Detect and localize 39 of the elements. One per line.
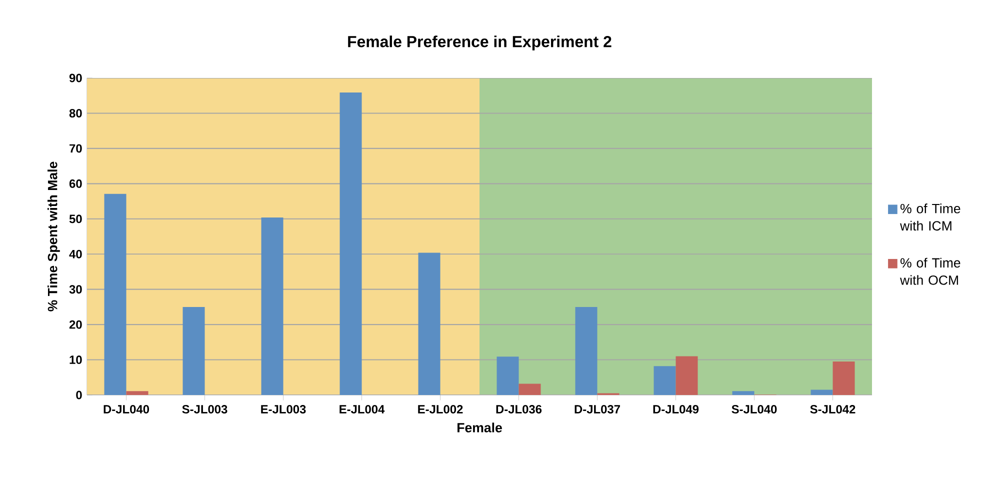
x-tick-label: S-JL003: [182, 405, 228, 414]
bar: [654, 366, 676, 395]
x-tick-label: S-JL042: [810, 405, 856, 414]
legend-label: % of Time with ICM: [900, 204, 960, 231]
y-tick-label: 70: [70, 144, 82, 153]
y-tick-label: 0: [76, 390, 82, 400]
bar: [340, 92, 362, 395]
bar: [126, 391, 148, 395]
bar: [104, 194, 126, 395]
bar: [676, 356, 698, 395]
y-tick-label: 10: [70, 356, 82, 364]
bar: [418, 252, 440, 395]
y-tick-label: 60: [69, 179, 82, 188]
chart-title: Female Preference in Experiment 2: [348, 36, 612, 50]
y-tick-label: 80: [69, 108, 82, 118]
x-tick-label: D-JL037: [574, 405, 620, 414]
bar: [261, 217, 284, 395]
x-tick-label: E-JL003: [261, 405, 306, 414]
bar: [732, 391, 754, 395]
bar: [518, 384, 541, 395]
x-tick-label: D-JL036: [496, 405, 542, 414]
bar: [496, 356, 519, 395]
y-tick-label: 40: [69, 250, 82, 258]
y-tick-label: 90: [69, 74, 82, 82]
bar: [575, 306, 598, 395]
x-tick-label: E-JL004: [340, 405, 385, 414]
bar: [182, 306, 205, 395]
y-tick-label: 50: [69, 214, 82, 224]
legend-label: % of Time with OCM: [900, 258, 960, 285]
bar: [810, 390, 833, 395]
y-axis-title: % Time Spent with Male: [48, 162, 60, 312]
x-tick-label: S-JL040: [732, 405, 777, 414]
x-axis-title: Female: [458, 422, 502, 432]
y-tick-label: 20: [69, 320, 82, 329]
y-tick-label: 30: [69, 285, 82, 294]
x-tick-label: D-JL040: [104, 405, 150, 414]
x-tick-label: D-JL049: [653, 405, 699, 414]
x-tick-label: E-JL002: [418, 405, 463, 414]
bar: [832, 362, 855, 395]
